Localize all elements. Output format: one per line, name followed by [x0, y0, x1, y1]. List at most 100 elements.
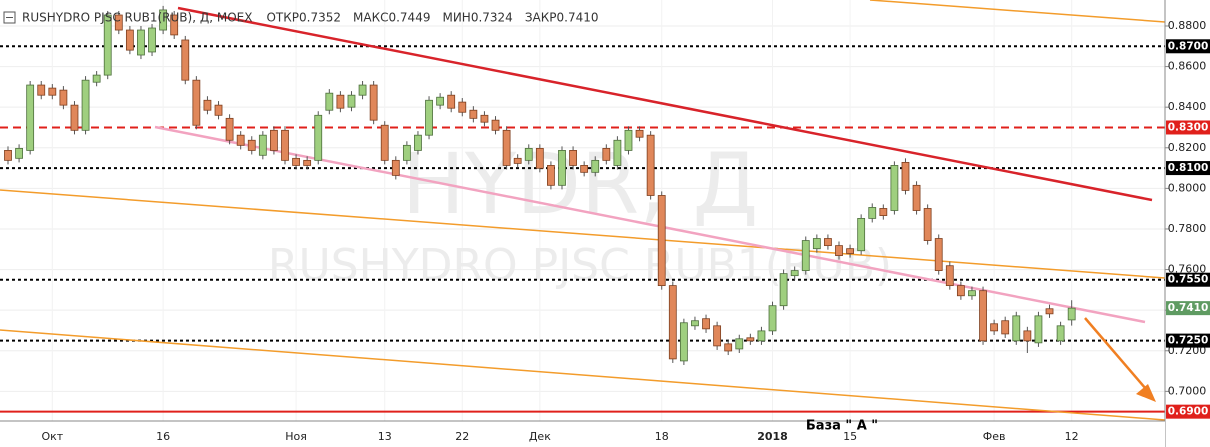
candle-body [956, 285, 965, 297]
header-field-label: ОТКР [266, 11, 299, 25]
y-tick-label: 0.7800 [1168, 222, 1207, 235]
candle-body [458, 101, 467, 113]
candle-body [1023, 330, 1032, 342]
candle-body [746, 337, 755, 342]
candle-body [613, 139, 622, 166]
candle-body [624, 129, 633, 151]
candle-body [37, 84, 46, 96]
price-label: 0.7550 [1168, 274, 1209, 286]
candle-body [414, 134, 422, 151]
header-field-value: 0.7352 [299, 11, 341, 25]
candle-body [159, 9, 168, 31]
candle-body [192, 79, 201, 126]
trend-lines [0, 0, 1166, 421]
x-tick-label: 2018 [757, 430, 788, 443]
candle-body [990, 323, 999, 332]
candle-body [790, 270, 799, 277]
price-label-box [1166, 301, 1210, 316]
y-tick-label: 0.8600 [1168, 60, 1207, 73]
price-label: 0.7410 [1168, 302, 1209, 314]
candle-body [757, 330, 766, 342]
candle-body [635, 129, 644, 138]
x-tick-label: 13 [378, 430, 392, 443]
price-label: 0.8100 [1168, 162, 1209, 174]
candle-body [103, 14, 112, 76]
header-field-label: МАКС [353, 11, 388, 25]
header-field-value: 0.7324 [471, 11, 513, 25]
header-field-value: 0.7410 [557, 11, 599, 25]
y-tick-label: 0.8800 [1168, 19, 1207, 32]
y-tick-label: 0.8400 [1168, 100, 1207, 113]
header-title: RUSHYDRO PJSC RUB1(RUB), Д, MOEX [22, 11, 252, 25]
x-tick-label: Ноя [285, 430, 307, 443]
candle-body [247, 139, 256, 151]
annotation: База " А " [806, 419, 878, 434]
candle-body [569, 150, 577, 166]
forecast-arrow-head [1136, 384, 1156, 402]
header: RUSHYDRO PJSC RUB1(RUB), Д, MOEX ОТКР 0.7… [3, 11, 599, 25]
candle-body [934, 238, 943, 271]
candle-body [968, 290, 976, 297]
candle-body [668, 285, 677, 360]
candle-body [314, 114, 323, 161]
resistance-line [177, 6, 1153, 202]
price-label: 0.7250 [1168, 335, 1209, 347]
candle-body [979, 290, 987, 342]
candle-body [502, 129, 511, 166]
candles [4, 5, 1076, 365]
candle-body [713, 325, 722, 347]
candle-body [779, 273, 788, 307]
x-tick-label: 18 [655, 430, 669, 443]
y-tick-label: 0.7600 [1168, 263, 1207, 276]
candle-body [912, 184, 921, 211]
header-field-value: 0.7449 [388, 11, 430, 25]
candle-body [137, 29, 145, 56]
candle-body [491, 119, 500, 131]
candle-body [358, 84, 367, 96]
candle-body [812, 238, 821, 250]
candle-body [214, 104, 223, 116]
y-tick-label: 0.8200 [1168, 141, 1207, 154]
candle-body [1012, 315, 1021, 342]
channel-line [0, 189, 1166, 279]
candle-body [1045, 308, 1054, 315]
candle-body [336, 94, 345, 109]
header-field-label: ЗАКР [525, 11, 557, 25]
candle-body [1034, 315, 1043, 344]
price-label: 0.6900 [1168, 406, 1209, 418]
price-label-box [1166, 333, 1210, 348]
candle-body [679, 322, 688, 362]
candle-body [369, 84, 378, 121]
candle-body [148, 27, 156, 53]
candle-body [835, 245, 843, 256]
price-axis-panel [1165, 0, 1210, 447]
candle-body [558, 150, 566, 186]
y-tick-label: 0.8000 [1168, 181, 1207, 194]
candle-body [303, 159, 312, 166]
x-tick-label: Фев [983, 430, 1006, 443]
channel-line [0, 329, 1166, 421]
candle-body [580, 165, 589, 173]
candle-body [380, 124, 389, 161]
candle-body [879, 208, 888, 216]
candle-body [170, 14, 179, 36]
candle-body [824, 238, 832, 247]
header-icon [3, 11, 16, 24]
y-tick-label: 0.7000 [1168, 384, 1207, 397]
price-label: 0.8300 [1168, 121, 1209, 133]
candle-body [181, 39, 190, 81]
candle-body [646, 134, 655, 196]
price-label-box [1166, 272, 1210, 287]
candle-body [26, 84, 35, 151]
candle-body [657, 195, 666, 287]
candle-body [524, 147, 533, 161]
candle-body [857, 218, 866, 252]
candle-body [48, 87, 57, 96]
candle-body [945, 265, 954, 287]
watermark-symbol: HYDR, Д [402, 135, 759, 233]
header-field-label: МИН [442, 11, 470, 25]
candle-body [325, 92, 334, 111]
candle-body [1067, 307, 1076, 321]
candle-body [347, 94, 356, 108]
